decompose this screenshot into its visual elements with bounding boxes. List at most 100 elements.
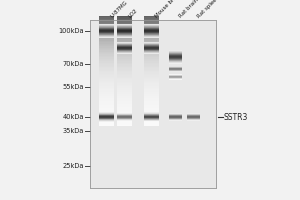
Bar xyxy=(99,120,114,121)
Bar xyxy=(144,24,159,26)
Bar xyxy=(99,120,114,121)
Text: Mouse brain: Mouse brain xyxy=(154,0,182,19)
Bar xyxy=(99,101,114,103)
Bar xyxy=(169,67,182,68)
Bar xyxy=(187,114,200,115)
Text: 70kDa: 70kDa xyxy=(62,61,84,67)
Bar xyxy=(169,61,182,62)
Bar xyxy=(144,56,159,58)
Bar xyxy=(144,37,159,38)
Bar xyxy=(99,118,114,120)
Bar xyxy=(117,26,132,27)
Bar xyxy=(144,34,159,35)
Bar xyxy=(117,21,132,23)
Bar xyxy=(117,36,132,37)
Bar xyxy=(117,108,132,110)
Bar xyxy=(99,49,114,51)
Bar xyxy=(117,113,132,114)
Bar xyxy=(117,48,132,49)
Bar xyxy=(99,90,114,92)
Bar xyxy=(99,26,114,27)
Bar xyxy=(144,43,159,44)
Bar xyxy=(117,66,132,67)
Bar xyxy=(144,20,159,22)
Bar xyxy=(117,28,132,29)
Bar xyxy=(169,120,182,121)
Bar xyxy=(99,24,114,25)
Bar xyxy=(99,117,114,118)
Bar xyxy=(117,27,132,29)
Bar xyxy=(117,116,132,118)
Bar xyxy=(144,119,159,121)
Bar xyxy=(99,44,114,45)
Bar xyxy=(117,49,132,51)
Bar xyxy=(144,51,159,52)
Bar xyxy=(169,118,182,119)
Bar xyxy=(169,116,182,117)
Bar xyxy=(117,125,132,126)
Bar xyxy=(169,77,182,78)
Bar xyxy=(144,114,159,115)
Bar xyxy=(99,61,114,63)
Bar xyxy=(99,98,114,100)
Bar xyxy=(117,64,132,66)
Bar xyxy=(169,57,182,58)
Bar xyxy=(169,66,182,67)
Bar xyxy=(99,34,114,35)
Text: 40kDa: 40kDa xyxy=(62,114,84,120)
Bar xyxy=(144,98,159,100)
Bar xyxy=(144,114,159,115)
Bar xyxy=(144,44,159,45)
Bar xyxy=(117,118,132,119)
Bar xyxy=(117,52,132,54)
Bar xyxy=(99,31,114,32)
Bar xyxy=(187,118,200,119)
Bar xyxy=(169,57,182,58)
Bar xyxy=(169,68,182,69)
Bar xyxy=(144,35,159,36)
Bar xyxy=(117,74,132,76)
Bar xyxy=(169,78,182,79)
Bar xyxy=(117,53,132,54)
Bar xyxy=(187,116,200,117)
Bar xyxy=(169,69,182,70)
Bar xyxy=(99,122,114,124)
Bar xyxy=(144,45,159,47)
Bar xyxy=(144,48,159,49)
Bar xyxy=(144,47,159,48)
Bar xyxy=(187,118,200,119)
Bar xyxy=(117,48,132,49)
Bar xyxy=(117,37,132,38)
Bar xyxy=(144,92,159,93)
Bar xyxy=(99,30,114,31)
Bar xyxy=(144,29,159,30)
Bar xyxy=(117,82,132,84)
Bar xyxy=(99,30,114,31)
Bar xyxy=(117,120,132,122)
Bar xyxy=(169,62,182,63)
Bar xyxy=(144,28,159,30)
Bar xyxy=(187,119,200,120)
Bar xyxy=(117,44,132,45)
Bar xyxy=(144,115,159,116)
Bar xyxy=(117,97,132,99)
Bar xyxy=(169,51,182,52)
Bar xyxy=(99,114,114,115)
Bar xyxy=(117,120,132,121)
Bar xyxy=(169,53,182,54)
Bar xyxy=(117,93,132,95)
Bar xyxy=(99,35,114,37)
Bar xyxy=(144,64,159,66)
Bar xyxy=(99,46,114,48)
Bar xyxy=(144,32,159,33)
Bar xyxy=(99,26,114,27)
Bar xyxy=(99,117,114,118)
Bar xyxy=(117,45,132,46)
Bar xyxy=(169,59,182,60)
Bar xyxy=(99,112,114,113)
Bar xyxy=(99,115,114,116)
Bar xyxy=(187,114,200,115)
Bar xyxy=(117,29,132,30)
Bar xyxy=(117,92,132,93)
Bar xyxy=(144,77,159,78)
